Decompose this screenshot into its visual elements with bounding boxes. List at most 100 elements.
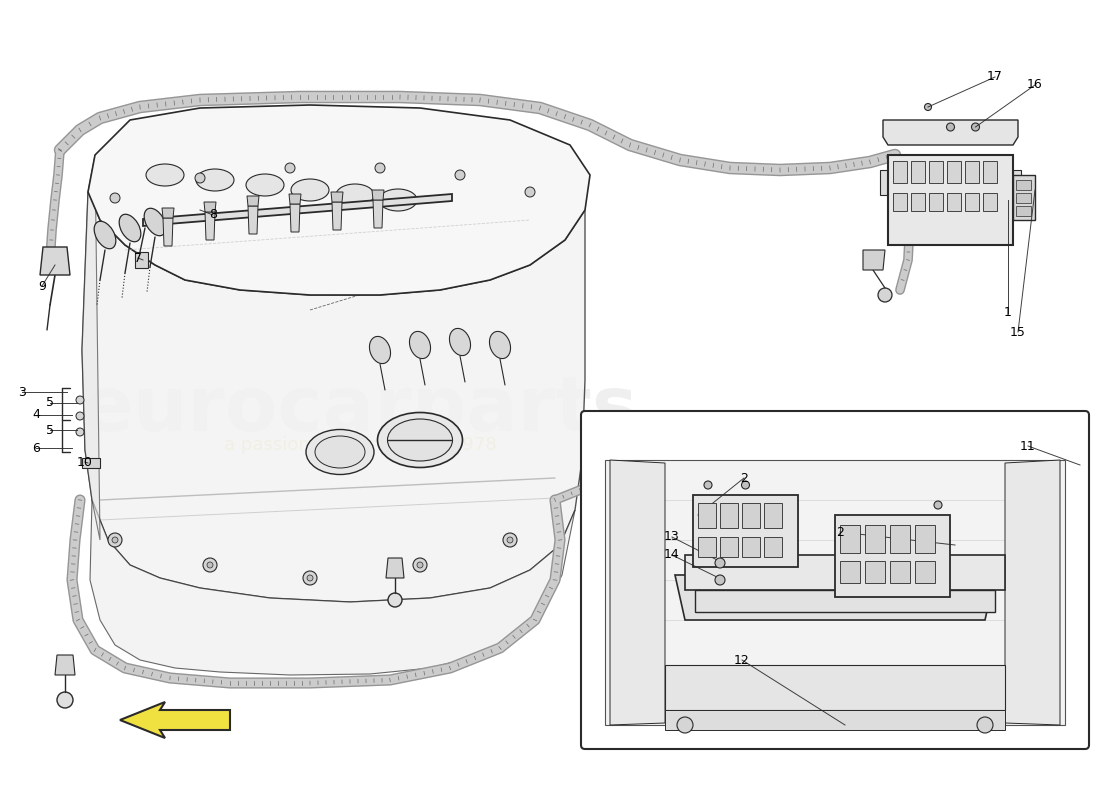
Bar [911, 161, 925, 183]
Text: 12: 12 [734, 654, 750, 666]
FancyBboxPatch shape [581, 411, 1089, 749]
Polygon shape [332, 202, 342, 230]
Bar [947, 161, 961, 183]
Bar [983, 161, 997, 183]
Circle shape [76, 428, 84, 436]
Bar [1016, 193, 1031, 203]
Polygon shape [82, 155, 100, 540]
Bar [865, 561, 886, 583]
Circle shape [307, 575, 314, 581]
Bar [930, 193, 943, 211]
Circle shape [417, 562, 424, 568]
Bar [840, 525, 860, 553]
Bar [890, 525, 910, 553]
Text: 2: 2 [836, 526, 844, 538]
Text: 16: 16 [1027, 78, 1043, 91]
Ellipse shape [292, 179, 329, 201]
Bar [835, 515, 950, 597]
Bar [888, 155, 1013, 245]
Polygon shape [143, 194, 452, 226]
Text: 1: 1 [1004, 306, 1012, 319]
Bar [764, 537, 782, 557]
Polygon shape [204, 202, 216, 212]
Bar [947, 193, 961, 211]
Bar [890, 561, 910, 583]
Bar [666, 710, 1005, 730]
Polygon shape [290, 204, 300, 232]
Bar [840, 561, 860, 583]
Text: 10: 10 [77, 455, 92, 469]
Bar [893, 193, 907, 211]
Circle shape [285, 163, 295, 173]
Bar [930, 161, 943, 183]
Text: 13: 13 [664, 530, 680, 543]
Bar [742, 503, 760, 528]
Text: 5: 5 [46, 397, 54, 410]
Polygon shape [1013, 170, 1021, 195]
Circle shape [204, 558, 217, 572]
Polygon shape [40, 247, 70, 275]
Polygon shape [880, 170, 888, 195]
Text: a passion for parts since 1978: a passion for parts since 1978 [223, 436, 496, 454]
Polygon shape [372, 190, 384, 200]
Ellipse shape [377, 413, 462, 467]
Bar [915, 525, 935, 553]
Ellipse shape [95, 222, 116, 249]
Bar [911, 193, 925, 211]
Bar [693, 495, 798, 567]
Ellipse shape [409, 331, 430, 358]
Bar [695, 590, 996, 612]
Bar [915, 561, 935, 583]
Text: eurocarparts: eurocarparts [81, 373, 638, 447]
Circle shape [977, 717, 993, 733]
Text: 3: 3 [18, 386, 26, 398]
Polygon shape [90, 500, 575, 675]
Polygon shape [605, 460, 1065, 725]
Bar [865, 525, 886, 553]
Circle shape [946, 123, 955, 131]
Bar [893, 161, 907, 183]
Circle shape [878, 288, 892, 302]
Text: 5: 5 [46, 423, 54, 437]
Ellipse shape [387, 419, 452, 461]
Polygon shape [82, 458, 100, 468]
Ellipse shape [379, 189, 417, 211]
Circle shape [924, 103, 932, 110]
Circle shape [207, 562, 213, 568]
Circle shape [110, 193, 120, 203]
Circle shape [741, 481, 749, 489]
Circle shape [715, 558, 725, 568]
Bar [720, 537, 738, 557]
Ellipse shape [315, 436, 365, 468]
Polygon shape [331, 192, 343, 202]
Text: 11: 11 [1020, 439, 1036, 453]
Bar [983, 193, 997, 211]
Polygon shape [373, 200, 383, 228]
Circle shape [76, 412, 84, 420]
Ellipse shape [336, 184, 374, 206]
Bar [742, 537, 760, 557]
Polygon shape [883, 120, 1018, 145]
Circle shape [715, 575, 725, 585]
Polygon shape [1005, 460, 1060, 725]
Bar [698, 503, 716, 528]
Bar [720, 503, 738, 528]
Ellipse shape [450, 329, 471, 355]
Polygon shape [205, 212, 214, 240]
Ellipse shape [119, 214, 141, 242]
Circle shape [375, 163, 385, 173]
Circle shape [302, 571, 317, 585]
Text: 2: 2 [740, 471, 748, 485]
Text: 14: 14 [664, 549, 680, 562]
Bar [1016, 206, 1031, 216]
Circle shape [676, 717, 693, 733]
Text: 17: 17 [987, 70, 1003, 83]
Ellipse shape [490, 331, 510, 358]
Polygon shape [386, 558, 404, 578]
Ellipse shape [370, 337, 390, 363]
Polygon shape [610, 460, 665, 725]
Text: 4: 4 [32, 409, 40, 422]
Circle shape [507, 537, 513, 543]
Polygon shape [163, 218, 173, 246]
Circle shape [455, 170, 465, 180]
